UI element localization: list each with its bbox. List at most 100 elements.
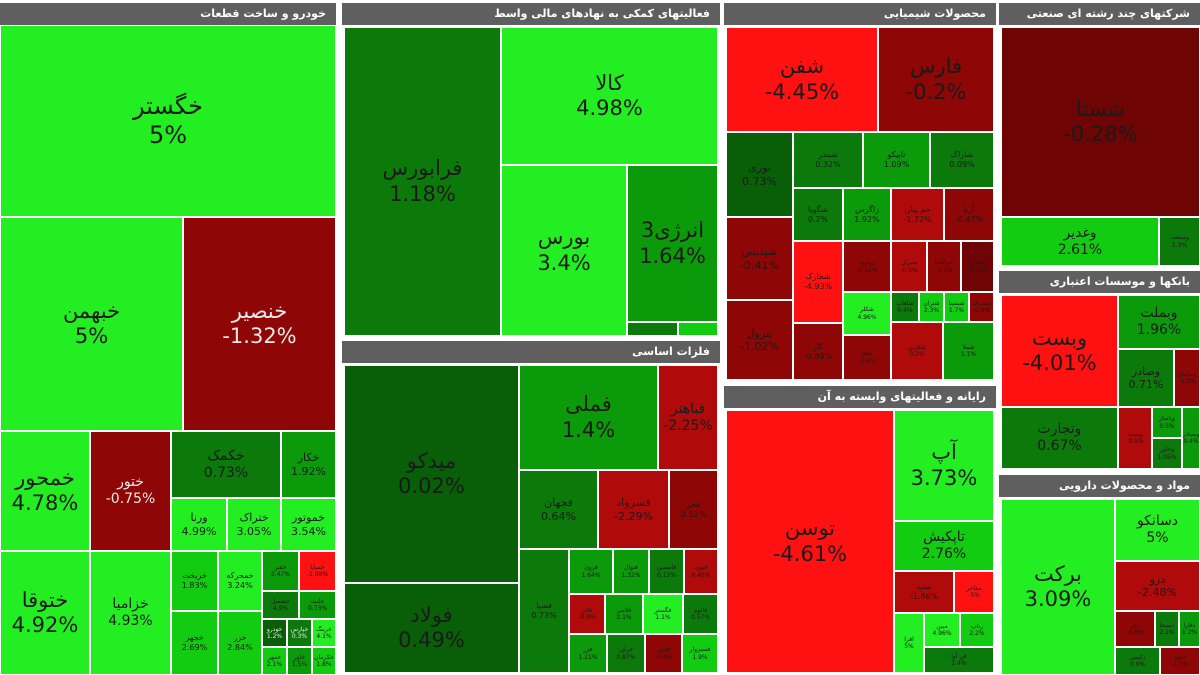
treemap-cell[interactable]: خکار 1.92% <box>281 431 336 498</box>
treemap-cell[interactable]: دفارا 1.2% <box>1179 611 1200 647</box>
treemap-cell[interactable]: فخوز -0.4% <box>645 634 682 673</box>
treemap-cell[interactable]: وتجارت 0.67% <box>1001 407 1118 469</box>
treemap-cell[interactable]: رتاپ 2.2% <box>960 613 994 647</box>
treemap-cell[interactable]: توسن -4.61% <box>726 410 894 673</box>
treemap-cell[interactable]: فگستر 1.1% <box>643 594 683 634</box>
treemap-cell[interactable]: خموتور 3.54% <box>281 498 336 551</box>
treemap-cell[interactable]: وخاور 1.05% <box>1152 438 1182 469</box>
treemap-cell[interactable]: خاور 1.5% <box>287 647 312 675</box>
treemap-cell[interactable]: شیران -0.5% <box>891 241 927 292</box>
treemap-cell[interactable]: شبندر 0.32% <box>793 132 863 188</box>
treemap-cell[interactable]: فروی 1.64% <box>569 549 613 594</box>
treemap-cell[interactable]: نوری 0.73% <box>726 132 793 217</box>
treemap-cell[interactable]: تاپیکو 1.09% <box>863 132 930 188</box>
treemap-cell[interactable]: دسبحا 2.1% <box>1155 611 1179 647</box>
treemap-cell[interactable]: وصادر 0.71% <box>1118 349 1174 407</box>
treemap-cell[interactable]: برکت 3.09% <box>1001 499 1115 675</box>
treemap-cell[interactable]: سپ -1.46% <box>894 571 954 613</box>
treemap-cell[interactable]: وبصادر 0.4% <box>1182 407 1200 469</box>
treemap-cell[interactable]: فلامی 2.1% <box>605 594 643 634</box>
treemap-cell[interactable]: فباهنر -2.25% <box>658 365 718 470</box>
treemap-cell[interactable]: فاذر -0.8% <box>569 594 605 634</box>
treemap-cell[interactable]: خجهر 2.69% <box>171 611 218 675</box>
treemap-cell[interactable]: خلنت 0.73% <box>299 591 336 619</box>
treemap-cell[interactable]: فسبزوار 1.9% <box>682 634 718 673</box>
treemap-cell[interactable]: خنصیر -1.32% <box>183 217 336 431</box>
treemap-cell[interactable]: فالوم 0.57% <box>683 594 718 634</box>
treemap-cell[interactable]: فرآور 0.87% <box>607 634 645 673</box>
treemap-cell[interactable]: فسپا 0.73% <box>519 549 569 673</box>
treemap-cell[interactable]: بورس 3.4% <box>501 165 627 336</box>
treemap-cell[interactable]: وغدیر 2.61% <box>1001 217 1159 266</box>
treemap-cell[interactable]: خزر 2.84% <box>218 611 262 675</box>
treemap-cell[interactable]: کالا 4.98% <box>501 27 718 165</box>
treemap-cell[interactable]: خکمک 0.73% <box>171 431 281 498</box>
treemap-cell[interactable]: شگویا 0.2% <box>793 188 843 241</box>
treemap-cell[interactable]: وپترو -0.62% <box>843 241 891 292</box>
treemap-cell[interactable]: دلر -0.8% <box>1115 611 1155 647</box>
treemap-cell[interactable]: آریا -0.47% <box>944 188 994 241</box>
treemap-cell[interactable]: شملا 1.1% <box>943 322 994 380</box>
treemap-cell[interactable]: پترول -1.02% <box>726 300 793 380</box>
treemap-cell[interactable]: تاپکیش 2.76% <box>894 521 994 571</box>
treemap-cell[interactable]: شپدیس -0.41% <box>726 217 793 300</box>
treemap-cell[interactable]: وبملت 1.96% <box>1118 295 1200 349</box>
treemap-cell[interactable]: خزامیا 4.93% <box>90 551 171 675</box>
treemap-cell[interactable]: شپاکسا -1.1% <box>927 241 961 292</box>
treemap-cell[interactable]: فملی 1.4% <box>519 365 658 470</box>
treemap-cell[interactable]: شلعاب 0.4% <box>891 292 919 322</box>
treemap-cell[interactable]: شکلر 4.96% <box>843 292 891 335</box>
treemap-cell[interactable]: فرابورس 1.18% <box>344 27 501 336</box>
treemap-cell[interactable]: فسرواد -2.29% <box>598 470 669 549</box>
treemap-cell[interactable]: خرینگ 4.1% <box>312 619 336 647</box>
treemap-cell[interactable]: وبست -4.01% <box>1001 295 1118 407</box>
treemap-cell[interactable]: خریخت 1.83% <box>171 551 218 611</box>
treemap-cell[interactable]: افرا 5% <box>894 613 924 673</box>
treemap-cell[interactable]: فارس -0.2% <box>878 27 994 132</box>
treemap-cell-small[interactable] <box>678 322 718 336</box>
treemap-cell[interactable]: فزر 1.21% <box>569 634 607 673</box>
treemap-cell[interactable]: خفنر 2.47% <box>262 551 299 591</box>
treemap-cell[interactable]: خکرمان 1.8% <box>312 647 336 675</box>
treemap-cell[interactable]: وپست -0.9% <box>1118 407 1152 469</box>
treemap-cell[interactable]: خمحور 4.78% <box>0 431 90 551</box>
treemap-cell[interactable]: خمحرکه 3.24% <box>218 551 262 611</box>
treemap-cell[interactable]: وصنعت 1.3% <box>1159 217 1200 266</box>
treemap-cell[interactable]: مفاخر -5% <box>954 571 994 613</box>
treemap-cell[interactable]: انرژی3 1.64% <box>627 165 718 322</box>
treemap-cell[interactable]: فاسمین 0.12% <box>649 549 684 594</box>
treemap-cell[interactable]: آپ 3.73% <box>894 410 994 521</box>
treemap-cell[interactable]: خشصل 4.9% <box>262 591 299 619</box>
treemap-cell[interactable]: فجر 0.52% <box>669 470 718 549</box>
treemap-cell[interactable]: جم پیلن -1.72% <box>891 188 944 241</box>
treemap-cell[interactable]: وسامان -1.2% <box>1174 349 1200 407</box>
treemap-cell[interactable]: شسینا 1.7% <box>944 292 969 322</box>
treemap-cell[interactable]: شصدف -0.9% <box>969 292 994 322</box>
treemap-cell[interactable]: خودرو 1.2% <box>262 619 287 647</box>
treemap-cell[interactable]: کاز -0.89% <box>793 323 843 380</box>
treemap-cell[interactable]: خمهر 2.1% <box>262 647 287 675</box>
treemap-cell[interactable]: خگستر 5% <box>0 25 336 217</box>
treemap-cell[interactable]: فنوال 1.32% <box>613 549 649 594</box>
treemap-cell[interactable]: فجهان 0.64% <box>519 470 598 549</box>
treemap-cell[interactable]: ختوقا 4.92% <box>0 551 90 675</box>
treemap-cell[interactable]: میدکو 0.02% <box>344 365 519 583</box>
treemap-cell[interactable]: داوه -1.1% <box>1160 647 1200 675</box>
treemap-cell[interactable]: شکربن 0.2% <box>891 322 943 380</box>
treemap-cell[interactable]: شخارک -4.93% <box>793 241 843 323</box>
treemap-cell[interactable]: فولاد 0.49% <box>344 583 519 673</box>
treemap-cell-small[interactable] <box>627 322 678 336</box>
treemap-cell[interactable]: دزو -2.48% <box>1115 561 1200 611</box>
treemap-cell[interactable]: دکیمی 0.9% <box>1115 647 1160 675</box>
treemap-cell[interactable]: شاراک 0.09% <box>930 132 994 188</box>
treemap-cell[interactable]: ختراک 3.05% <box>227 498 281 551</box>
treemap-cell[interactable]: وپاسار 0.5% <box>1152 407 1182 438</box>
treemap-cell[interactable]: شفن -4.45% <box>726 27 878 132</box>
treemap-cell[interactable]: شستا -0.28% <box>1001 27 1200 217</box>
treemap-cell[interactable]: ختور -0.75% <box>90 431 171 551</box>
treemap-cell[interactable]: دسانکو 5% <box>1115 499 1200 561</box>
treemap-cell[interactable]: فنورد 0.45% <box>684 549 718 594</box>
treemap-cell[interactable]: شغدیر -0.6% <box>961 241 994 292</box>
treemap-cell[interactable]: فن آوا 1.4% <box>924 647 994 673</box>
treemap-cell[interactable]: شفا -1.4% <box>843 335 891 380</box>
